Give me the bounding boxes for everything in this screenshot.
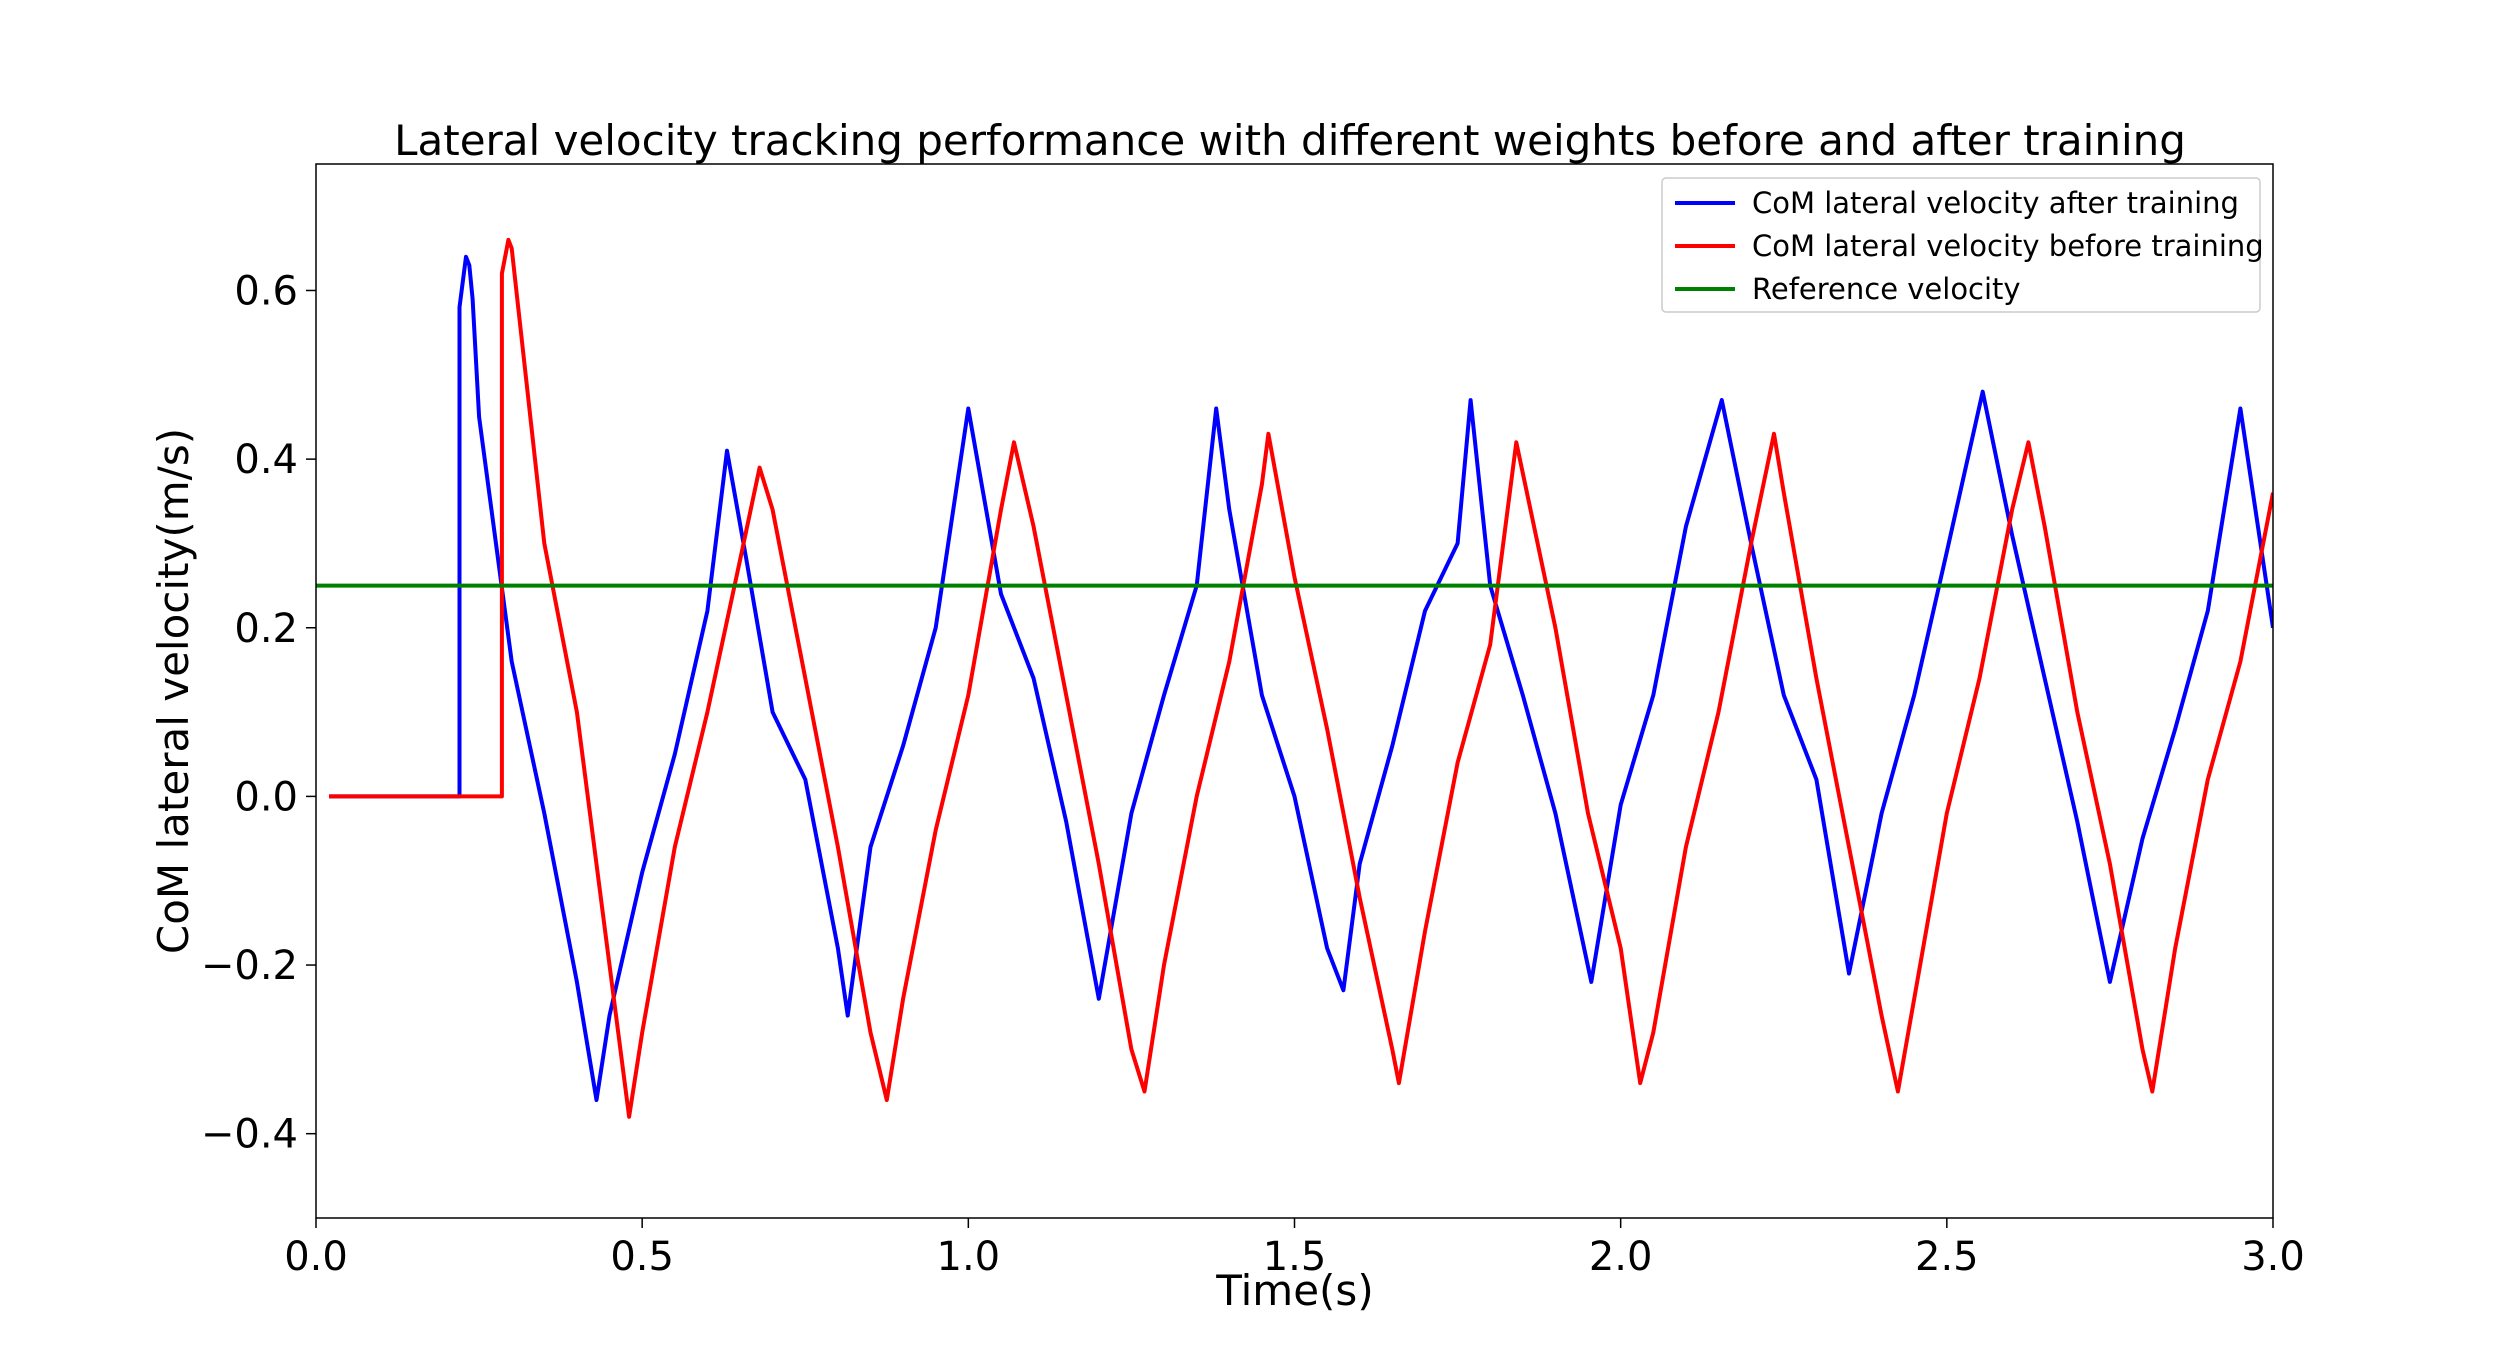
legend-label-2: CoM lateral velocity before training <box>1752 229 2264 263</box>
plot-frame <box>315 163 2274 1219</box>
legend-label-1: CoM lateral velocity after training <box>1752 186 2239 220</box>
y-axis: −0.4 −0.2 0.0 0.2 0.4 0.6 <box>201 268 316 1158</box>
series-layer <box>316 237 2273 1119</box>
y-tick-label: 0.4 <box>234 437 298 483</box>
legend-label-3: Reference velocity <box>1752 272 2021 306</box>
x-tick-label: 0.5 <box>610 1234 674 1280</box>
x-tick-label: 2.0 <box>1589 1234 1653 1280</box>
legend-box <box>1661 177 2261 313</box>
x-tick-label: 3.0 <box>2241 1234 2305 1280</box>
series-line-2 <box>329 237 2273 1119</box>
y-tick-label: −0.4 <box>201 1112 298 1158</box>
x-axis: 0.0 0.5 1.0 1.5 2.0 2.5 3.0 <box>284 1218 2305 1280</box>
x-axis-label: Time(s) <box>1215 1266 1373 1315</box>
chart-title: Lateral velocity tracking performance wi… <box>394 116 2186 165</box>
x-tick-label: 2.5 <box>1915 1234 1979 1280</box>
legend: CoM lateral velocity after training CoM l… <box>1661 177 2264 313</box>
y-tick-label: 0.0 <box>234 774 298 820</box>
x-tick-label: 0.0 <box>284 1234 348 1280</box>
y-axis-label: CoM lateral velocity(m/s) <box>149 428 198 954</box>
x-tick-label: 1.0 <box>937 1234 1001 1280</box>
x-tick-label: 1.5 <box>1263 1234 1327 1280</box>
y-tick-label: −0.2 <box>201 943 298 989</box>
y-tick-label: 0.6 <box>234 268 298 314</box>
y-tick-label: 0.2 <box>234 606 298 652</box>
